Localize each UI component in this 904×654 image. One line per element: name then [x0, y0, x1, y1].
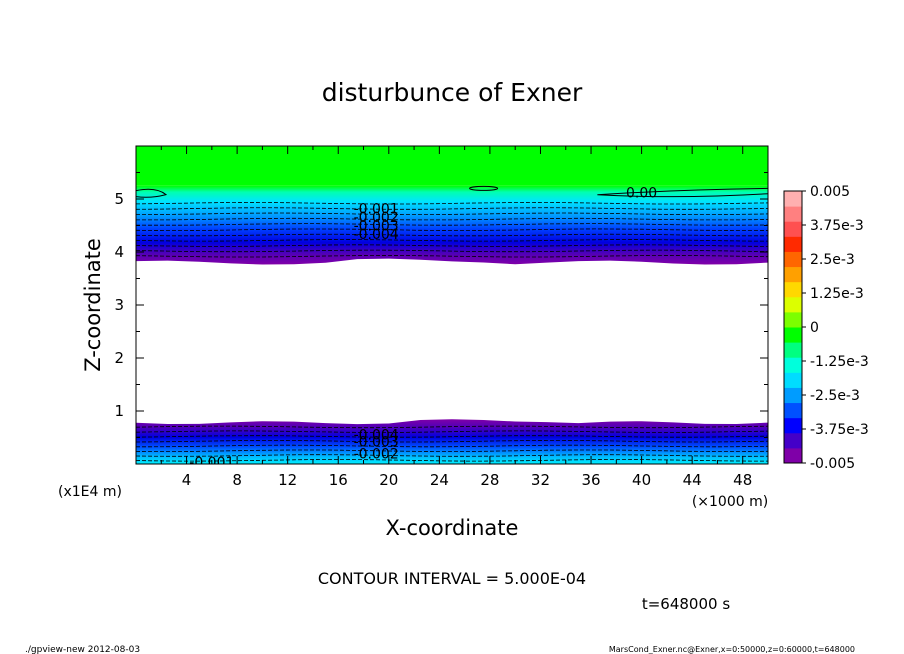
contour-line: [136, 430, 768, 433]
colorbar-label: 1.25e-3: [810, 286, 864, 302]
blank-region: [136, 266, 768, 421]
contour-line: [136, 254, 768, 258]
colorbar-label: -0.005: [810, 456, 855, 472]
bottom-gradient-band: [136, 419, 768, 464]
x-tick-label: 28: [480, 471, 499, 489]
time-text: t=648000 s: [642, 595, 730, 613]
contour-line: [136, 435, 768, 438]
x-tick-label: 20: [379, 471, 398, 489]
x-tick-label: 40: [632, 471, 651, 489]
footer-left: ./gpview-new 2012-08-03: [25, 645, 140, 654]
x-tick-label: 12: [278, 471, 297, 489]
colorbar-label: -1.25e-3: [810, 354, 869, 370]
colorbar-swatch: [784, 447, 802, 464]
colorbar-swatch: [784, 236, 802, 252]
colorbar-swatch: [784, 402, 802, 419]
contour-line: [136, 217, 768, 221]
y-tick-label: 2: [114, 349, 124, 367]
colorbar-swatch: [784, 251, 802, 268]
colorbar-label: 0.005: [810, 184, 850, 200]
contour-label: -0.002: [354, 210, 399, 226]
zero-contour-right: [597, 187, 768, 198]
colorbar-swatch: [784, 327, 802, 343]
colorbar-label: 0: [810, 320, 819, 336]
colorbar-label: -2.5e-3: [810, 388, 860, 404]
contour-label: -0.003: [354, 435, 399, 451]
x-tick-label: 32: [531, 471, 550, 489]
x-tick-label: 4: [182, 471, 192, 489]
colorbar-label: -3.75e-3: [810, 422, 869, 438]
colorbar-swatch: [784, 342, 802, 358]
contour-line: [136, 239, 768, 242]
contour-label: -0.004: [354, 227, 399, 243]
contour-line: [136, 440, 768, 443]
contour-label: -0.001: [189, 455, 234, 471]
x-axis-label: X-coordinate: [386, 516, 519, 540]
zero-contour-mid: [469, 185, 499, 191]
x-tick-label: 8: [232, 471, 242, 489]
top-gradient-band: [136, 185, 768, 265]
contour-line: [136, 244, 768, 247]
chart-title: disturbunce of Exner: [322, 78, 583, 107]
contour-label: -0.003: [354, 219, 399, 235]
contour-line: [136, 249, 768, 253]
x-tick-label: 24: [430, 471, 449, 489]
colorbar-swatch: [784, 417, 802, 434]
y-tick-label: 5: [114, 190, 124, 208]
colorbar-swatch: [784, 221, 802, 237]
colorbar-swatch: [784, 311, 802, 328]
colorbar-swatch: [784, 266, 802, 283]
contour-label: -0.002: [354, 446, 399, 462]
top-green-band: [136, 146, 768, 186]
x-tick-label: 48: [733, 471, 752, 489]
y-tick-label: 1: [114, 402, 124, 420]
contour-line: [136, 444, 768, 448]
contour-line: [136, 449, 768, 452]
colorbar-swatch: [784, 206, 802, 222]
colorbar-label: 3.75e-3: [810, 218, 864, 234]
contour-label: -0.004: [354, 427, 399, 443]
colorbar-swatch: [784, 432, 802, 449]
y-axis-label: Z-coordinate: [81, 238, 105, 372]
x-tick-label: 36: [581, 471, 600, 489]
x-unit-label: (×1000 m): [692, 494, 768, 510]
contour-line: [136, 223, 768, 226]
colorbar-swatch: [784, 357, 802, 373]
contour-interval-text: CONTOUR INTERVAL = 5.000E-04: [318, 569, 586, 588]
y-tick-label: 3: [114, 296, 124, 314]
zero-contour-left: [136, 188, 168, 198]
contour-line: [136, 201, 768, 205]
contour-line: [136, 207, 768, 210]
footer-right: MarsCond_Exner.nc@Exner,x=0:50000,z=0:60…: [609, 645, 855, 654]
contour-labels: 0.00-0.001-0.002-0.003-0.004-0.004-0.003…: [189, 186, 657, 471]
colorbar-label: 2.5e-3: [810, 252, 855, 268]
colorbar-swatch: [784, 191, 802, 207]
colorbar-swatch: [784, 296, 802, 313]
y-unit-label: (x1E4 m): [58, 484, 122, 500]
y-tick-label: 4: [114, 243, 124, 261]
contour-label: -0.001: [354, 202, 399, 218]
contour-line: [136, 228, 768, 231]
contour-line: [136, 233, 768, 237]
colorbar-swatch: [784, 281, 802, 298]
x-tick-label: 16: [329, 471, 348, 489]
x-tick-label: 44: [683, 471, 702, 489]
contour-line: [136, 425, 768, 429]
contour-line: [136, 459, 768, 462]
plot-area: 0.00-0.001-0.002-0.003-0.004-0.004-0.003…: [114, 145, 769, 489]
contour-line: [136, 454, 768, 457]
colorbar-swatch: [784, 387, 802, 404]
contour-line: [136, 212, 768, 215]
contour-lines: [136, 185, 768, 462]
contour-label: 0.00: [626, 186, 657, 202]
colorbar-swatch: [784, 372, 802, 388]
colorbar: 0.005 3.75e-3 2.5e-3 1.25e-3 0 -1.25e-3 -2.5e-…: [783, 184, 869, 472]
